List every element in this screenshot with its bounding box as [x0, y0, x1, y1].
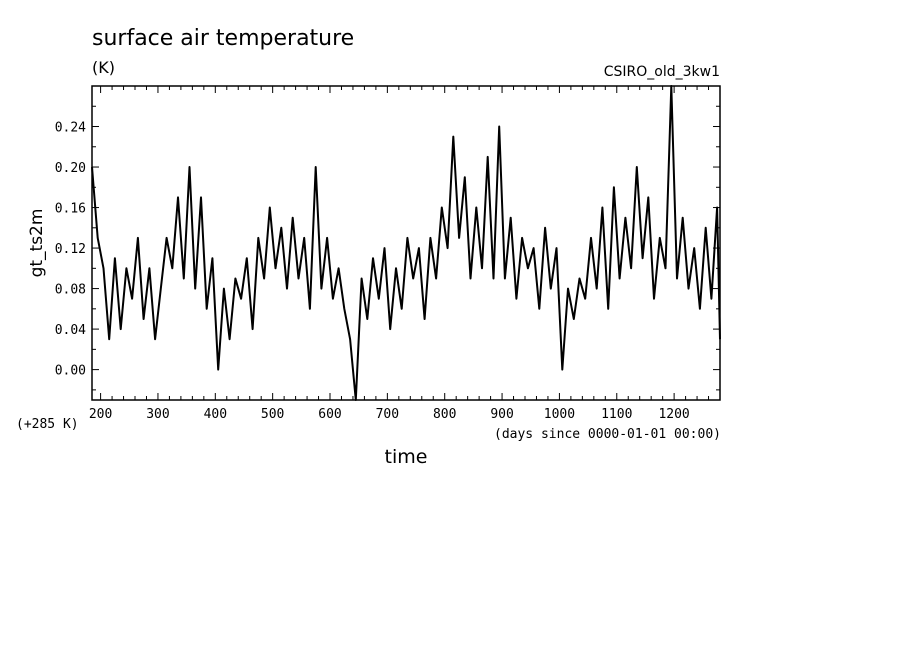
y-tick-label: 0.08 [55, 283, 86, 298]
x-tick-label: 1100 [601, 407, 632, 422]
y-tick-label: 0.00 [55, 364, 86, 379]
source-label: CSIRO_old_3kw1 [604, 64, 720, 80]
plot-frame [91, 85, 721, 401]
x-units-label: (days since 0000-01-01 00:00) [494, 427, 721, 442]
x-tick-labels: 200 300 400 500 600 700 800 900 1000 1100 1200 [89, 407, 690, 422]
x-tick-label: 800 [433, 407, 456, 422]
x-tick-label: 700 [376, 407, 399, 422]
y-axis-label: gt_ts2m [27, 209, 47, 278]
x-tick-label: 300 [146, 407, 169, 422]
x-tick-label: 1200 [658, 407, 689, 422]
y-tick-label: 0.20 [55, 161, 86, 176]
chart-title: surface air temperature [92, 26, 354, 51]
series-line [91, 85, 721, 401]
y-tick-label: 0.24 [55, 121, 86, 136]
chart-units: (K) [92, 58, 115, 77]
x-tick-label: 600 [318, 407, 341, 422]
x-tick-label: 500 [261, 407, 284, 422]
x-tick-label: 400 [204, 407, 227, 422]
x-tick-label: 200 [89, 407, 112, 422]
y-tick-label: 0.04 [55, 323, 86, 338]
y-tick-label: 0.16 [55, 202, 86, 217]
x-tick-label: 900 [490, 407, 513, 422]
x-tick-label: 1000 [544, 407, 575, 422]
x-axis-label: time [385, 446, 428, 468]
y-tick-labels: 0.00 0.04 0.08 0.12 0.16 0.20 0.24 [55, 121, 86, 379]
y-tick-label: 0.12 [55, 242, 86, 257]
y-offset-label: (+285 K) [16, 417, 79, 432]
